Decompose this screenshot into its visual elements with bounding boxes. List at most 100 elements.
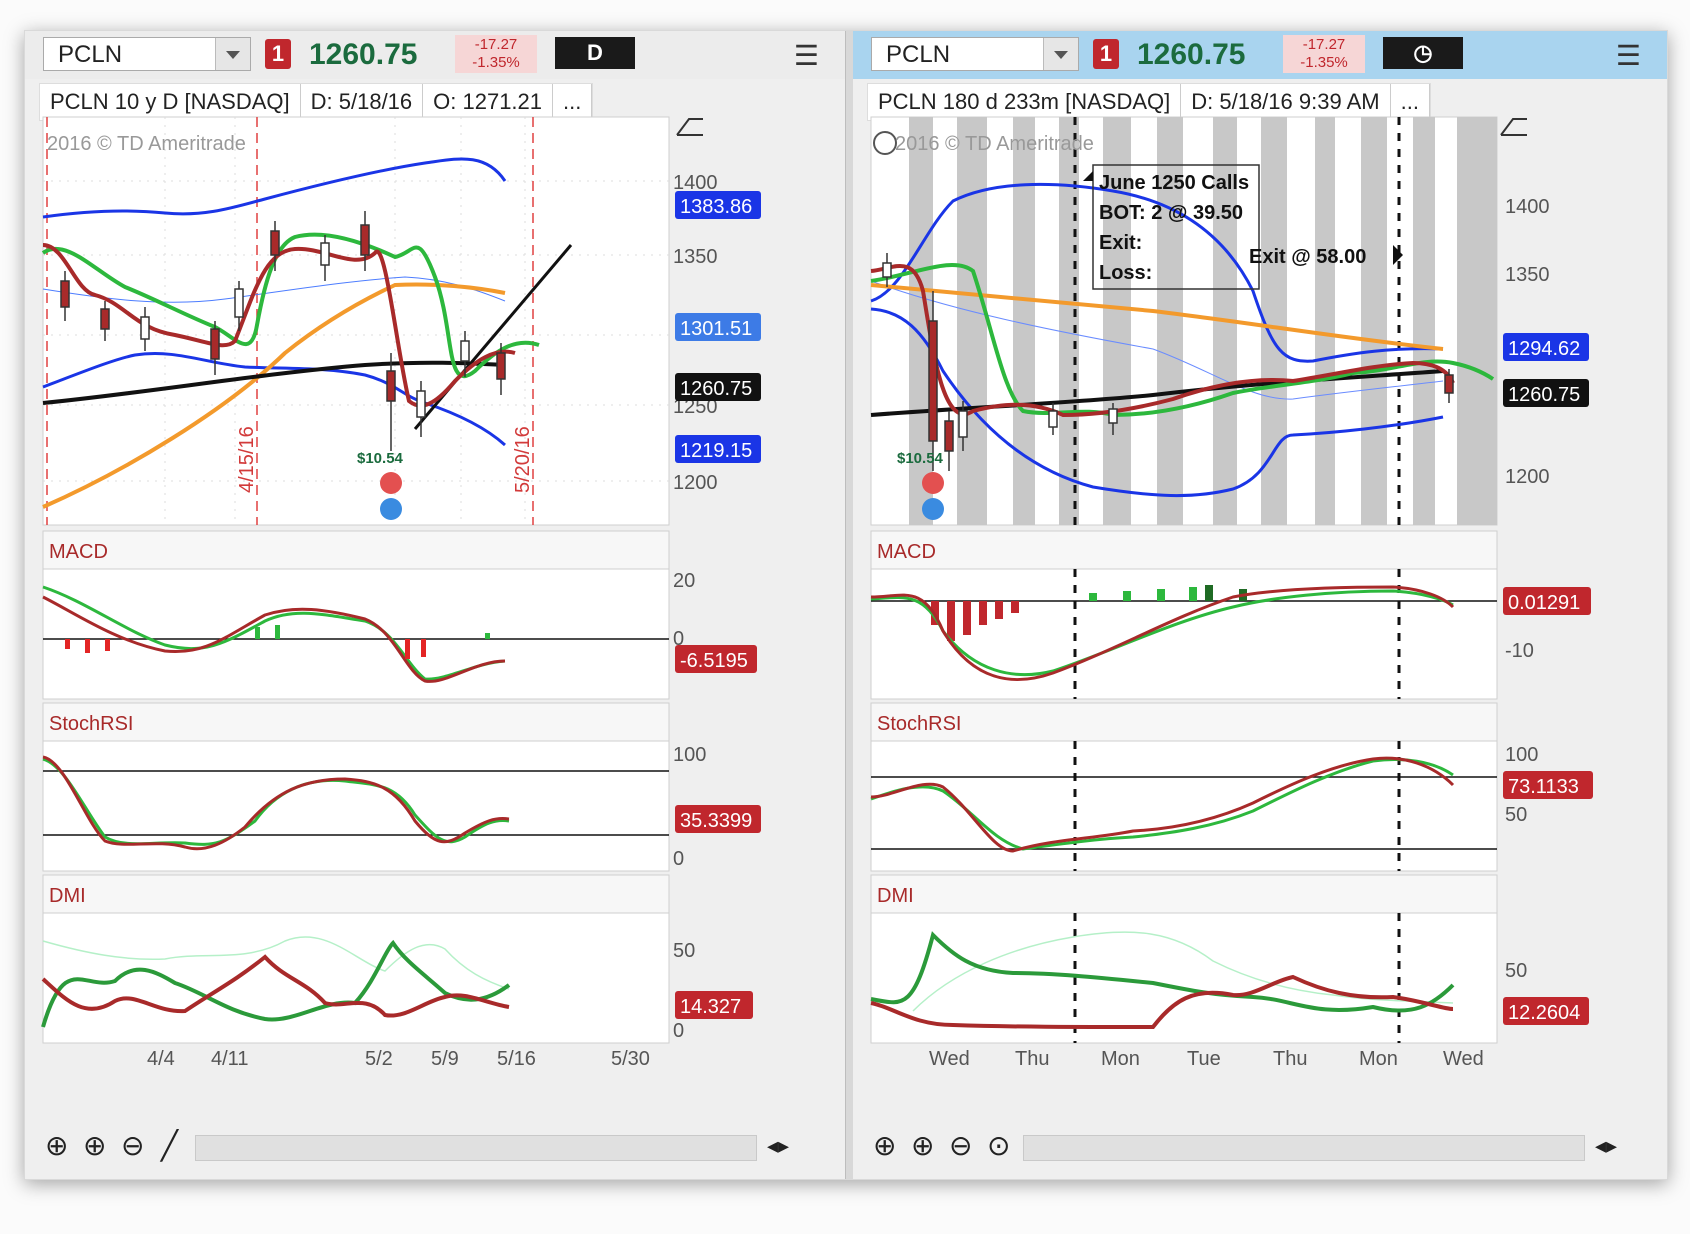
last-price-tag [675,373,761,401]
x-label: 4/11 [211,1048,248,1070]
drawing-tool-icon[interactable] [1500,118,1527,136]
chart-title: PCLN 10 y D [NASDAQ] [40,84,301,120]
lower-band-tag [675,435,761,463]
phone-icon[interactable] [922,472,944,494]
alert-count-badge[interactable]: 1 [265,39,291,69]
stochrsi-tick-100: 100 [1505,744,1538,766]
zoom-out-icon[interactable]: ⊖ [949,1130,973,1161]
stochrsi-k-line [870,758,1454,851]
horizontal-scrollbar[interactable] [195,1135,757,1161]
upper-band-line [870,182,1444,363]
zoom-in-icon[interactable]: ⊕ [911,1130,935,1161]
symbol-selector[interactable]: PCLN [871,37,1079,71]
change-value: -17.27 [1302,36,1346,53]
alert-count-badge[interactable]: 1 [1093,39,1119,69]
macd-value: 0.01291 [1508,592,1580,614]
trendline [413,244,573,430]
x-label: Thu [1015,1048,1049,1070]
chart-pane-left: PCLN 1 1260.75 -17.27 -1.35% D ☰ PCLN 10 … [25,31,845,1179]
draw-line-icon[interactable]: ╱ [161,1130,178,1161]
chart-controls-right: ⊕ ⊕ ⊖ ⊙ ◂▸ [853,1129,1667,1165]
long-ma-line [870,369,1444,417]
last-price-tag [1503,379,1589,407]
dmi-value: 12.2604 [1508,1002,1580,1024]
chart-date: D: 5/18/16 [301,84,424,120]
band-tag [1503,333,1589,361]
app-window: PCLN 1 1260.75 -17.27 -1.35% D ☰ PCLN 10 … [24,30,1668,1180]
stochrsi-tick-50: 50 [1505,804,1527,826]
macd-line [42,595,506,683]
macd-value-tag [1503,587,1591,615]
expand-icon[interactable]: ◂▸ [767,1133,790,1158]
stochrsi-title: StochRSI [49,713,133,735]
symbol-selector[interactable]: PCLN [43,37,251,71]
x-label: 5/2 [365,1048,393,1070]
chart-pane-right: PCLN 1 1260.75 -17.27 -1.35% ◷ ☰ PCLN 180… [853,31,1667,1179]
price-change: -17.27 -1.35% [455,35,537,73]
chart-controls-left: ⊕ ⊕ ⊖ ╱ ◂▸ [25,1129,845,1165]
chart-info-bar: PCLN 180 d 233m [NASDAQ] D: 5/18/16 9:39 … [867,83,1431,121]
macd-tick-minus10: -10 [1505,640,1534,662]
slow-ma-line [42,243,516,408]
mid-band-value: 1301.51 [680,318,752,340]
lightbulb-icon[interactable] [922,498,944,520]
period-button[interactable]: D [555,37,635,69]
dmi-plus-line [41,939,511,1028]
symbol-text: PCLN [58,41,123,68]
last-price-value: 1260.75 [1508,384,1580,406]
symbol-text: PCLN [886,41,951,68]
phone-icon[interactable] [380,472,402,494]
clock-icon[interactable]: ◷ [1383,37,1463,69]
crosshair-icon[interactable]: ⊕ [873,1130,897,1161]
menu-icon[interactable]: ☰ [1615,40,1641,71]
chevron-down-icon[interactable] [1043,38,1078,70]
chevron-down-icon[interactable] [215,38,250,70]
zoom-out-icon[interactable]: ⊖ [121,1130,145,1161]
zoom-in-icon[interactable]: ⊕ [83,1130,107,1161]
menu-icon[interactable]: ☰ [793,40,819,71]
last-price: 1260.75 [1137,38,1246,71]
adx-line [42,936,510,990]
chart-more[interactable]: ... [1391,84,1430,120]
band-value: 1294.62 [1508,338,1580,360]
upper-band-line [42,157,507,219]
event-date-a: 4/15/16 [236,426,258,493]
dmi-title: DMI [49,885,86,907]
trade-note-box[interactable] [1092,164,1260,290]
macd-title: MACD [877,541,936,563]
x-label: 5/30 [611,1048,650,1070]
stochrsi-d-line [42,755,510,851]
change-percent: -1.35% [1300,54,1348,71]
stochrsi-value-tag [675,805,761,833]
stochrsi-tick-100: 100 [673,744,706,766]
price-tick-1350: 1350 [1505,264,1550,286]
trade-note-line3: Exit: [1099,232,1142,254]
stochrsi-value: 35.3399 [680,810,752,832]
chart-more[interactable]: ... [553,84,593,120]
macd-signal-line [42,585,506,681]
dmi-plus-line [870,931,1455,1013]
drawing-tool-icon[interactable] [676,118,703,136]
dmi-value: 14.327 [680,996,741,1018]
x-label: Tue [1187,1048,1221,1070]
last-price-value: 1260.75 [680,378,752,400]
fast-ma-line [41,232,540,379]
dmi-value-tag [1503,997,1589,1025]
dmi-title: DMI [877,885,914,907]
crosshair-icon[interactable]: ⊕ [45,1130,69,1161]
stochrsi-value: 73.1133 [1508,776,1579,798]
expand-icon[interactable]: ◂▸ [1595,1133,1618,1158]
reset-zoom-icon[interactable]: ⊙ [987,1130,1011,1161]
price-tick-1350: 1350 [673,246,718,268]
macd-value-tag [675,645,757,673]
horizontal-scrollbar[interactable] [1023,1135,1585,1161]
lightbulb-icon[interactable] [380,498,402,520]
upper-band-tag [675,191,761,219]
left-chart-svg: 2016 © TD Ameritrade 4/15/16 5/20/16 [41,116,761,1070]
event-amount-label: $10.54 [357,450,404,467]
info-icon[interactable] [873,131,897,155]
toolbar-left: PCLN 1 1260.75 -17.27 -1.35% D ☰ [25,31,845,79]
x-label: Mon [1359,1048,1398,1070]
stochrsi-title: StochRSI [877,713,961,735]
stochrsi-tick-0: 0 [673,848,684,870]
